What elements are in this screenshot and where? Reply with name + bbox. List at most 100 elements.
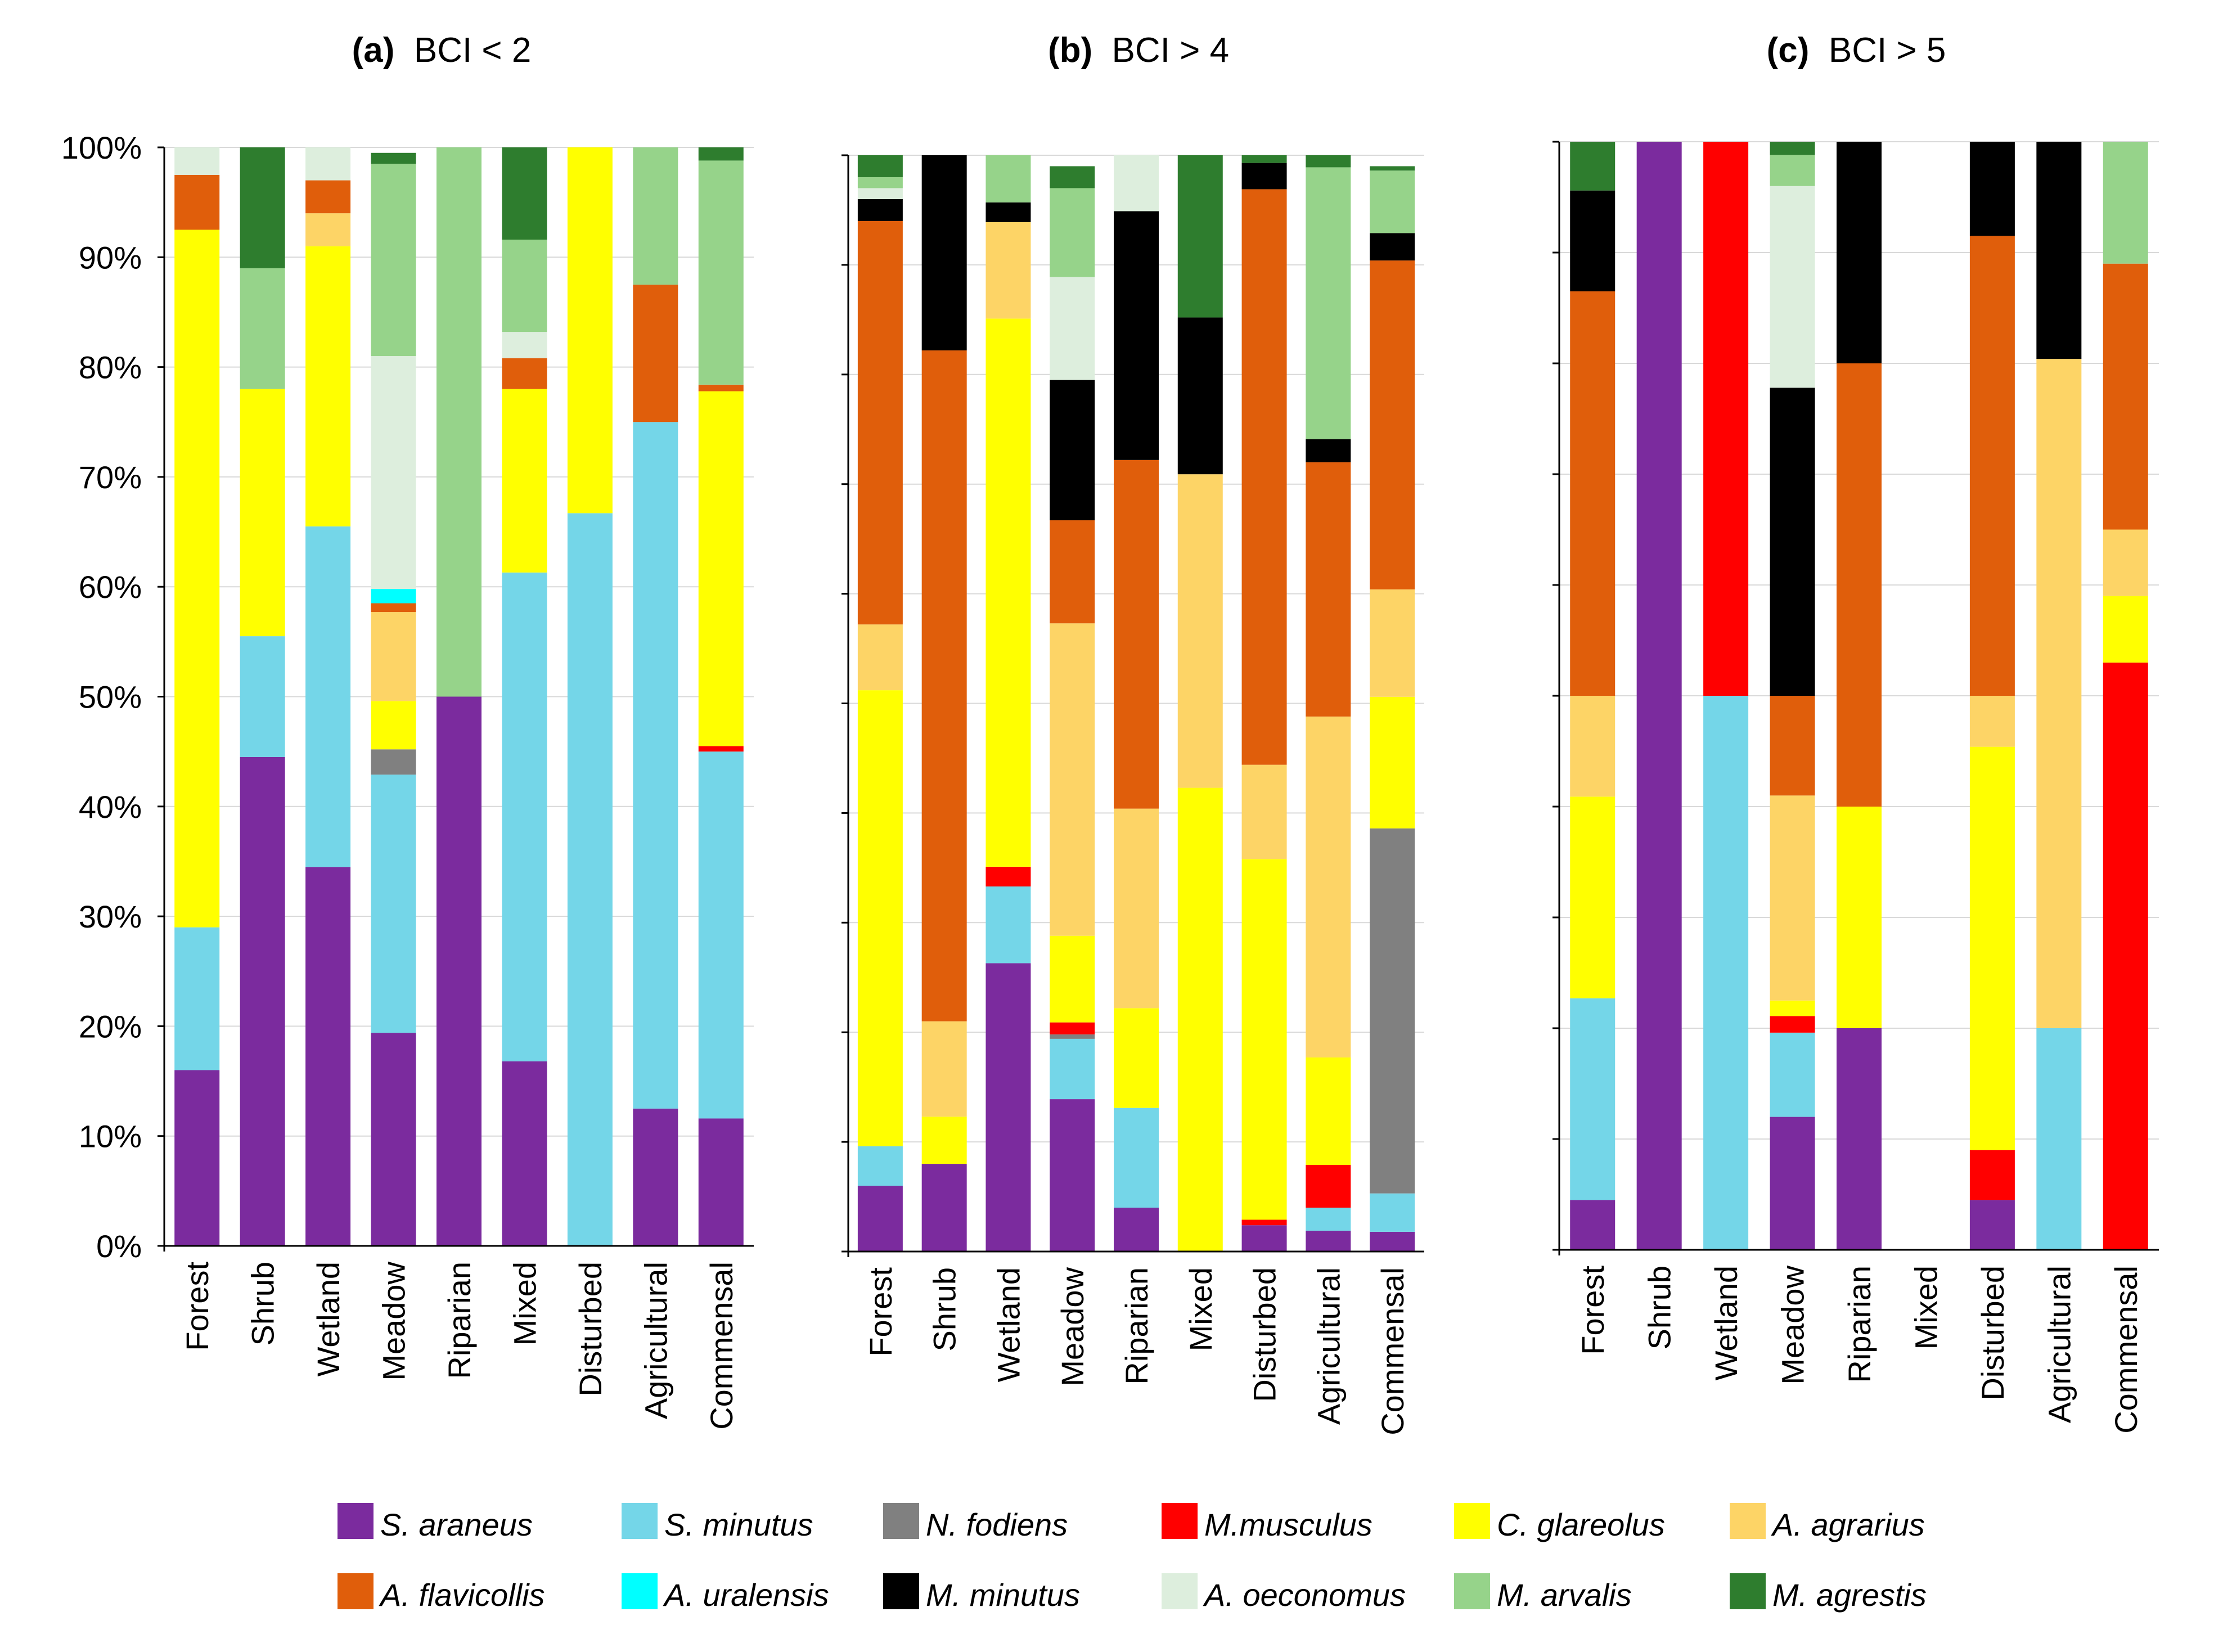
- panel-letter: (b): [1048, 31, 1092, 70]
- bar-forest: [1570, 142, 1616, 1250]
- bar-segment-a-agrarius: [1050, 623, 1095, 936]
- bar-meadow: [1770, 142, 1815, 1250]
- bar-segment-a-flavicollis: [857, 220, 903, 625]
- bar-wetland: [1703, 142, 1749, 1250]
- bar-segment-s-minutus: [1570, 998, 1616, 1200]
- bar-segment-s-araneus: [921, 1164, 967, 1252]
- bar-shrub: [921, 155, 967, 1252]
- legend-item-a-uralensis: A. uralensis: [622, 1573, 829, 1613]
- bar-segment-a-oeconomus: [857, 188, 903, 199]
- legend-label: A. oeconomus: [1203, 1577, 1406, 1613]
- bar-segment-c-glareolus: [1969, 746, 2015, 1150]
- bar-segment-s-araneus: [502, 1061, 547, 1246]
- bar-commensal: [1370, 166, 1415, 1252]
- bar-segment-c-glareolus: [1837, 807, 1882, 1028]
- bar-segment-s-minutus: [1370, 1193, 1415, 1232]
- panel-c: (c) BCI > 5 Forest Shrub Wetland Meadow Ripar…: [1552, 31, 2159, 1434]
- legend-label: A. agrarius: [1771, 1507, 1925, 1542]
- bar-segment-a-flavicollis: [1770, 696, 1815, 796]
- bar-shrub: [240, 147, 285, 1246]
- panel-subtitle: BCI > 4: [1092, 31, 1229, 70]
- bar-segment-c-glareolus: [2103, 596, 2148, 663]
- bar-segment-a-oeconomus: [1050, 277, 1095, 380]
- bar-segment-c-glareolus: [1570, 796, 1616, 998]
- bar-segment-s-araneus: [698, 1118, 744, 1246]
- bar-shrub: [1636, 142, 1682, 1250]
- legend-swatch: [1454, 1503, 1490, 1539]
- bar-segment-m-minutus: [857, 199, 903, 221]
- bar-segment-a-oeconomus: [371, 356, 416, 589]
- bar-segment-a-uralensis: [371, 589, 416, 604]
- bar-segment-c-glareolus: [174, 229, 220, 928]
- bar-segment-m-minutus: [1177, 317, 1223, 475]
- legend-swatch: [1454, 1573, 1490, 1609]
- x-tick-label: Mixed: [1908, 1266, 1943, 1349]
- bar-segment-a-agrarius: [1770, 795, 1815, 1001]
- bar-segment-a-flavicollis: [921, 350, 967, 1021]
- x-tick-label: Agricultural: [2041, 1266, 2077, 1423]
- bar-segment-a-agrarius: [305, 213, 351, 246]
- bar-segment-a-oeconomus: [1114, 155, 1159, 211]
- bar-segment-a-flavicollis: [371, 603, 416, 613]
- x-tick-label: Riparian: [442, 1262, 477, 1379]
- panel-letter: (c): [1767, 31, 1810, 70]
- bar-segment-a-agrarius: [921, 1021, 967, 1117]
- bar-wetland: [986, 155, 1031, 1252]
- bar-segment-m-minutus: [1241, 163, 1287, 190]
- panel-subtitle: BCI > 5: [1809, 31, 1946, 70]
- legend-item-m-musculus: M.musculus: [1162, 1503, 1372, 1542]
- bar-segment-a-oeconomus: [305, 147, 351, 181]
- panel-subtitle: BCI < 2: [394, 31, 531, 70]
- bar-segment-m-minutus: [1837, 142, 1882, 363]
- legend-label: C. glareolus: [1497, 1507, 1665, 1542]
- bar-agricultural: [1306, 155, 1351, 1252]
- bar-segment-a-agrarius: [2103, 529, 2148, 596]
- bar-segment-m-minutus: [1114, 211, 1159, 460]
- bar-agricultural: [2036, 142, 2082, 1250]
- x-tick-label: Agricultural: [1311, 1267, 1346, 1425]
- legend-swatch: [622, 1573, 658, 1609]
- bar-segment-s-araneus: [857, 1186, 903, 1252]
- bar-riparian: [1114, 155, 1159, 1252]
- y-tick-label: 10%: [79, 1119, 142, 1154]
- bar-segment-m-arvalis: [1050, 188, 1095, 277]
- bar-segment-s-minutus: [1114, 1108, 1159, 1208]
- legend-swatch: [1730, 1503, 1766, 1539]
- bar-segment-a-flavicollis: [502, 358, 547, 389]
- y-tick-label: 50%: [79, 679, 142, 715]
- x-tick-label: Commensal: [704, 1262, 739, 1430]
- panel-letter: (a): [352, 31, 395, 70]
- bar-segment-s-araneus: [1969, 1200, 2015, 1250]
- bar-segment-m-musculus: [1050, 1022, 1095, 1035]
- x-tick-label: Agricultural: [638, 1262, 673, 1419]
- panel-title: (c) BCI > 5: [1767, 31, 1946, 70]
- bar-segment-m-arvalis: [371, 164, 416, 357]
- bar-segment-m-agrestis: [1050, 166, 1095, 188]
- bar-segment-c-glareolus: [986, 318, 1031, 867]
- bar-segment-a-agrarius: [986, 222, 1031, 319]
- x-tick-label: Meadow: [376, 1261, 412, 1380]
- bar-segment-c-glareolus: [1177, 787, 1223, 1252]
- bar-segment-n-fodiens: [371, 749, 416, 775]
- bar-segment-m-agrestis: [1370, 166, 1415, 171]
- bar-commensal: [2103, 142, 2148, 1250]
- legend-label: S. minutus: [664, 1507, 813, 1542]
- bar-segment-m-arvalis: [240, 268, 285, 389]
- legend-swatch: [1162, 1573, 1198, 1609]
- bar-segment-a-agrarius: [371, 612, 416, 701]
- bar-disturbed: [567, 147, 613, 1246]
- bar-segment-m-arvalis: [698, 160, 744, 385]
- bar-segment-s-minutus: [2036, 1028, 2082, 1250]
- bar-segment-a-flavicollis: [1570, 291, 1616, 696]
- bar-segment-a-agrarius: [1114, 808, 1159, 1009]
- x-tick-label: Wetland: [1708, 1266, 1744, 1380]
- bar-segment-m-arvalis: [1770, 155, 1815, 186]
- y-tick-label: 90%: [79, 240, 142, 275]
- bar-segment-a-agrarius: [2036, 359, 2082, 1028]
- bar-segment-c-glareolus: [698, 391, 744, 746]
- x-tick-label: Wetland: [991, 1267, 1026, 1382]
- bar-segment-m-agrestis: [240, 147, 285, 268]
- panel-title: (a) BCI < 2: [352, 31, 532, 70]
- bar-segment-a-flavicollis: [174, 174, 220, 230]
- bar-segment-m-minutus: [921, 155, 967, 350]
